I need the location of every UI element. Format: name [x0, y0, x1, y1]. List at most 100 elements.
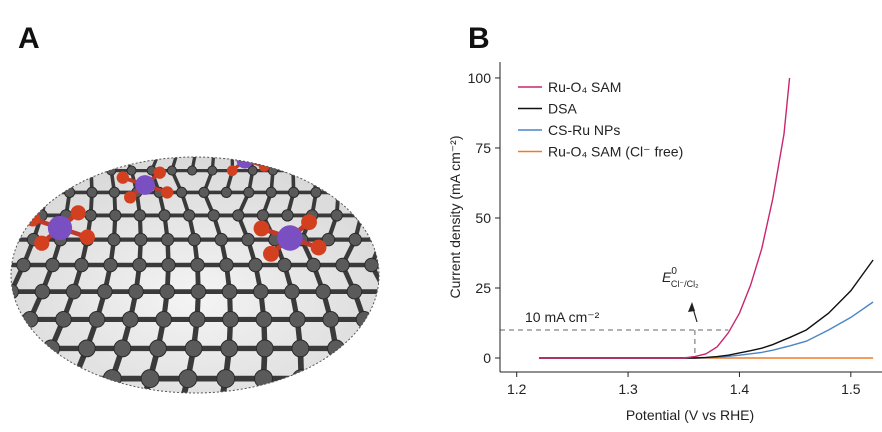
carbon-atom: [322, 311, 340, 328]
carbon-atom: [107, 232, 121, 247]
carbon-atom: [12, 146, 20, 154]
carbon-atom: [410, 284, 425, 299]
carbon-atom: [106, 165, 117, 176]
carbon-atom: [264, 146, 272, 154]
potential-label: E0 Cl⁻/Cl₂: [662, 266, 699, 289]
carbon-atom: [216, 369, 236, 389]
carbon-atom: [288, 186, 300, 198]
bond: [412, 150, 414, 171]
carbon-atom: [0, 258, 1, 272]
carbon-atom: [11, 401, 30, 420]
carbon-atom: [34, 283, 51, 300]
ruthenium-atom: [67, 140, 83, 156]
carbon-atom: [158, 209, 171, 222]
bond: [11, 157, 18, 172]
carbon-atom: [308, 165, 319, 176]
carbon-atom: [171, 401, 190, 420]
bond: [11, 214, 19, 241]
bond: [170, 410, 180, 432]
carbon-atom: [346, 283, 363, 300]
carbon-atom: [254, 369, 273, 389]
carbon-atom: [241, 232, 255, 247]
carbon-atom: [156, 146, 164, 154]
carbon-atom: [113, 339, 132, 358]
oxygen-atom: [161, 186, 174, 199]
series-line: [538, 77, 791, 359]
ru-o-bond: [243, 157, 259, 162]
bond: [11, 290, 14, 321]
carbon-atom: [328, 165, 339, 176]
carbon-atom: [55, 311, 72, 328]
series-line: [538, 259, 874, 359]
x-tick-label: 1.4: [730, 381, 750, 397]
ru-o-bond: [75, 148, 93, 154]
oxygen-atom: [252, 144, 263, 155]
ru-o-bond: [62, 157, 76, 160]
carbon-atom: [109, 209, 122, 222]
carbon-atom: [140, 369, 160, 389]
carbon-atom: [27, 369, 47, 389]
ru-o-bond: [57, 142, 75, 148]
carbon-atom: [134, 232, 148, 247]
illustration: [0, 138, 425, 432]
carbon-atom: [390, 146, 398, 154]
oxygen-atom: [316, 144, 326, 154]
bond: [339, 410, 340, 432]
oxygen-atom: [253, 220, 270, 237]
carbon-atom: [248, 257, 263, 273]
carbon-atom: [160, 232, 175, 247]
oxygen-atom: [220, 157, 232, 159]
carbon-atom: [394, 258, 408, 272]
carbon-atom: [318, 146, 326, 154]
bond: [351, 170, 363, 193]
carbon-atom: [375, 232, 379, 247]
bond: [23, 170, 33, 193]
bond: [406, 192, 411, 215]
potential-label-part: E: [662, 269, 672, 285]
bond: [406, 171, 415, 193]
bond: [86, 157, 93, 171]
carbon-atom: [74, 257, 89, 273]
bond: [254, 410, 260, 432]
x-tick-label: 1.3: [618, 381, 638, 397]
bond: [97, 377, 116, 393]
potential-label-part: Cl⁻/Cl₂: [671, 279, 699, 289]
oxygen-atom: [347, 140, 357, 150]
carbon-atom: [291, 339, 310, 358]
legend-label: DSA: [548, 101, 577, 117]
carbon-atom: [161, 257, 176, 273]
carbon-atom: [131, 401, 150, 420]
ruthenium-atom: [47, 215, 73, 241]
carbon-atom: [329, 369, 349, 389]
x-tick-label: 1.5: [841, 381, 861, 397]
ruthenium-atom: [135, 175, 155, 195]
carbon-atom: [133, 209, 147, 222]
carbon-atom: [187, 165, 198, 176]
carbon-atom: [51, 401, 70, 420]
ru-o-bond: [340, 145, 352, 155]
carbon-atom: [187, 232, 202, 247]
carbon-atom: [102, 369, 122, 389]
bond: [311, 157, 324, 172]
bond: [15, 191, 27, 217]
ru-o-bond: [75, 138, 87, 148]
annotation-arrowhead: [688, 302, 695, 312]
carbon-atom: [362, 339, 379, 358]
carbon-atom: [25, 165, 36, 176]
carbon-atom: [277, 257, 292, 273]
carbon-atom: [192, 146, 200, 154]
carbon-atom: [182, 209, 196, 222]
carbon-atom: [176, 186, 188, 198]
bond: [331, 157, 342, 172]
bond: [128, 410, 140, 432]
carbon-atom: [132, 257, 147, 273]
y-tick-label: 75: [475, 140, 491, 156]
bond: [372, 157, 378, 171]
ru-o-bond: [339, 157, 360, 163]
oxygen-atom: [87, 157, 98, 159]
carbon-atom: [77, 339, 96, 358]
oxygen-atom: [322, 160, 333, 171]
oxygen-atom: [34, 235, 50, 251]
carbon-atom: [390, 166, 399, 175]
